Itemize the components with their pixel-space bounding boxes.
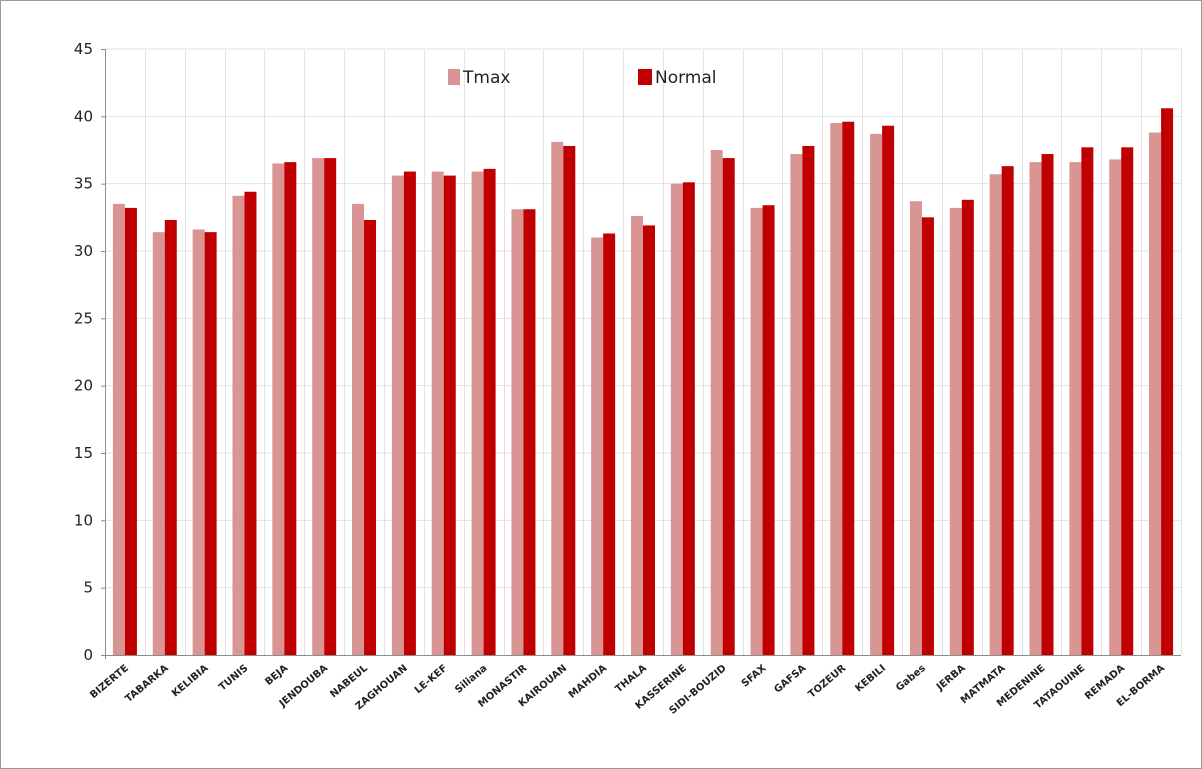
- bar-normal: [961, 199, 974, 655]
- bar-normal: [1161, 108, 1174, 655]
- legend-swatch-normal: [638, 69, 652, 85]
- bar-tmax: [750, 207, 763, 655]
- x-tick-label: THALA: [613, 663, 649, 695]
- y-tick-label: 45: [74, 40, 93, 58]
- bar-tmax: [1029, 162, 1042, 655]
- x-tick-label: TOZEUR: [806, 663, 848, 701]
- legend-label-tmax: Tmax: [462, 68, 510, 88]
- bar-normal: [842, 121, 855, 656]
- bar-normal: [284, 162, 297, 655]
- x-tick-label: LE-KEF: [413, 663, 450, 696]
- bar-normal: [403, 171, 416, 655]
- bar-tmax: [192, 229, 205, 655]
- bar-normal: [364, 220, 377, 655]
- y-tick-label: 30: [74, 242, 93, 260]
- x-tick-label: Siliana: [453, 663, 489, 696]
- bar-normal: [682, 182, 695, 655]
- bar-normal: [164, 220, 177, 655]
- legend-swatch-tmax: [448, 69, 460, 85]
- axes: [101, 49, 1181, 659]
- bar-tmax: [830, 123, 843, 656]
- bar-tmax: [112, 203, 125, 655]
- bar-tmax: [989, 174, 1002, 656]
- x-tick-label: Gabes: [894, 663, 928, 694]
- x-tick-label: SFAX: [740, 663, 769, 690]
- y-tick-label: 20: [74, 377, 93, 395]
- bar-normal: [603, 233, 616, 655]
- bar-normal: [563, 145, 576, 655]
- x-tick-label: KEBILI: [853, 663, 888, 695]
- bar-tmax: [631, 215, 643, 655]
- bars: [112, 108, 1174, 656]
- bar-tmax: [1069, 162, 1082, 655]
- y-tick-label: 35: [74, 175, 93, 193]
- bar-normal: [124, 207, 137, 655]
- bar-normal: [523, 209, 536, 655]
- bar-normal: [324, 158, 337, 655]
- bar-tmax: [909, 201, 922, 655]
- legend: Tmax Normal: [448, 68, 717, 88]
- x-tick-label: BEJA: [263, 663, 290, 688]
- bar-normal: [483, 168, 496, 655]
- bar-tmax: [232, 195, 245, 655]
- bar-tmax: [272, 163, 285, 655]
- bar-tmax: [551, 141, 564, 656]
- y-tick-label: 5: [83, 579, 93, 597]
- bar-tmax: [1109, 159, 1122, 655]
- bar-normal: [802, 145, 815, 655]
- bar-tmax: [391, 175, 404, 655]
- x-tick-label: TABARKA: [124, 663, 171, 705]
- bar-tmax: [591, 237, 604, 656]
- x-tick-label: JERBA: [934, 663, 968, 694]
- y-tick-label: 15: [74, 444, 93, 462]
- bar-tmax: [670, 183, 683, 655]
- bar-tmax: [710, 150, 723, 655]
- x-tick-label: GAFSA: [772, 663, 808, 696]
- legend-label-normal: Normal: [655, 68, 717, 88]
- bar-normal: [1081, 147, 1094, 655]
- bar-normal: [1001, 166, 1014, 655]
- bar-normal: [722, 158, 735, 655]
- x-tick-label: KELIBIA: [170, 663, 211, 700]
- bar-tmax: [312, 158, 325, 655]
- bar-tmax: [790, 154, 803, 656]
- y-tick-label: 0: [83, 646, 93, 664]
- x-tick-label: TUNIS: [217, 663, 250, 693]
- bar-normal: [921, 217, 934, 656]
- bar-normal: [882, 125, 895, 655]
- y-tick-label: 10: [74, 511, 93, 529]
- bar-tmax: [352, 203, 365, 655]
- bar-tmax: [870, 133, 883, 656]
- bar-normal: [762, 205, 775, 656]
- bar-normal: [244, 191, 257, 655]
- bar-normal: [643, 225, 655, 655]
- x-tick-label: MAHDIA: [567, 663, 609, 701]
- bar-tmax: [152, 232, 165, 655]
- bar-tmax: [471, 171, 484, 655]
- bar-normal: [204, 232, 217, 655]
- bar-normal: [1041, 154, 1054, 656]
- bar-tmax: [511, 209, 524, 655]
- y-tick-label: 40: [74, 107, 93, 125]
- bar-tmax: [949, 207, 962, 655]
- bar-normal: [443, 175, 456, 655]
- bar-tmax: [1149, 132, 1162, 655]
- y-tick-label: 25: [74, 309, 93, 327]
- bar-normal: [1121, 147, 1134, 655]
- bar-tmax: [431, 171, 444, 655]
- y-tick-labels: 0 5 10 15 20 25 30 35 40 45: [74, 40, 105, 664]
